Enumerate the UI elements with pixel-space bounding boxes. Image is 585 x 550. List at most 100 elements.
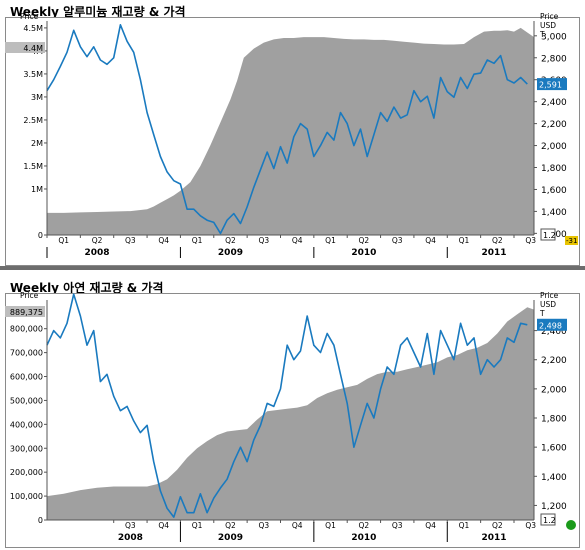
left-current-value-tag: 889,375 xyxy=(5,306,45,317)
quarter-label: Q3 xyxy=(525,521,536,530)
right-current-tag-text: 2,498 xyxy=(539,321,562,330)
right-axis-label: Price xyxy=(540,12,559,21)
quarter-label: Q1 xyxy=(459,236,470,245)
quarter-label: Q4 xyxy=(158,236,169,245)
quarter-label: Q4 xyxy=(292,521,303,530)
quarter-label: Q4 xyxy=(425,521,436,530)
quarter-label: Q2 xyxy=(92,236,103,245)
left-current-tag-bg xyxy=(5,306,45,317)
left-current-tag-bg xyxy=(5,42,45,53)
quarter-label: Q3 xyxy=(125,236,136,245)
year-label: 2010 xyxy=(351,248,376,258)
left-current-value-tag: 4.4M xyxy=(5,42,45,53)
right-tick-label: 1,400 xyxy=(541,473,567,483)
right-bottom-tag-text: 1.2 xyxy=(543,231,556,240)
right-current-tag-bg xyxy=(537,318,567,331)
right-tick-label: 1,800 xyxy=(541,415,567,425)
right-current-value-tag: 2,591 xyxy=(537,78,567,91)
inventory-area-series xyxy=(47,307,534,520)
right-axis-label: Price xyxy=(540,291,559,300)
right-bottom-tag-bg xyxy=(540,228,556,241)
year-label: 2009 xyxy=(218,248,243,258)
status-dot xyxy=(566,520,576,530)
right-tick-label: 2,200 xyxy=(541,356,567,366)
left-axis-label: Price xyxy=(20,12,39,21)
inventory-area-series xyxy=(47,27,534,236)
left-tick-label: 0 xyxy=(38,231,43,240)
aluminum-chart: Price01M1.5M2M2.5M3M3.5M4M4.5M4.4MPriceU… xyxy=(5,12,578,258)
year-label: 2009 xyxy=(218,533,243,543)
right-tick-label: 1,800 xyxy=(541,164,567,174)
right-tick-label: 2,000 xyxy=(541,142,567,152)
left-tick-label: 100,000 xyxy=(10,492,43,501)
quarter-label: Q2 xyxy=(359,521,370,530)
quarter-label: Q1 xyxy=(192,236,203,245)
chart-title: Weekly 알루미늄 재고량 & 가격 xyxy=(10,5,186,19)
right-tick-label: 2,400 xyxy=(541,98,567,108)
right-tick-label: 1,400 xyxy=(541,208,567,218)
quarter-label: Q2 xyxy=(492,521,503,530)
left-tick-label: 800,000 xyxy=(10,325,43,334)
right-tick-label: 2,000 xyxy=(541,385,567,395)
quarter-label: Q3 xyxy=(525,236,536,245)
right-tick-label: 1,600 xyxy=(541,444,567,454)
panel-divider xyxy=(0,266,585,270)
left-tick-label: 3M xyxy=(31,93,43,102)
price-line-series xyxy=(46,24,528,235)
left-tick-label: 600,000 xyxy=(10,373,43,382)
left-tick-label: 4.5M xyxy=(23,24,43,33)
corner-tag-bg xyxy=(565,236,578,245)
year-label: 2010 xyxy=(351,533,376,543)
quarter-label: Q2 xyxy=(225,236,236,245)
quarter-label: Q3 xyxy=(392,236,403,245)
quarter-label: Q1 xyxy=(325,521,336,530)
left-tick-label: 2.5M xyxy=(23,116,43,125)
left-tick-label: 0 xyxy=(38,516,43,525)
chart-panel-aluminum: Weekly 알루미늄 재고량 & 가격 Price 0 1M 1.5M 2M 2.5M 3… xyxy=(0,0,585,266)
year-label: 2008 xyxy=(85,248,110,258)
quarter-label: Q3 xyxy=(125,521,136,530)
right-tick-label: 1,200 xyxy=(541,502,567,512)
quarter-label: Q3 xyxy=(258,236,269,245)
left-current-tag-text: 889,375 xyxy=(10,308,43,317)
right-tick-label: 2,800 xyxy=(541,54,567,64)
quarter-label: Q1 xyxy=(459,521,470,530)
chart-title: Weekly 아연 재고량 & 가격 xyxy=(10,281,164,295)
quarter-label: Q4 xyxy=(158,521,169,530)
quarter-label: Q2 xyxy=(225,521,236,530)
right-tick-label: 2,200 xyxy=(541,120,567,130)
right-axis-unit-per: T xyxy=(539,30,545,39)
left-tick-label: 200,000 xyxy=(10,468,43,477)
right-bottom-tag-bg xyxy=(540,513,556,526)
corner-tag: -31 xyxy=(565,236,578,245)
right-bottom-tag-text: 1.2 xyxy=(543,516,556,525)
chart-panel-zinc: Weekly 아연 재고량 & 가격 Price 0 100,000 200,000 3… xyxy=(0,270,585,550)
left-tick-label: 300,000 xyxy=(10,444,43,453)
corner-tag-text: -31 xyxy=(566,237,577,245)
year-label: 2011 xyxy=(481,533,506,543)
right-current-tag-text: 2,591 xyxy=(539,81,562,90)
left-tick-label: 400,000 xyxy=(10,420,43,429)
zinc-chart: Price 0 100,000 200,000 300,000 400,000 500,00… xyxy=(5,291,576,543)
quarter-label: Q1 xyxy=(58,236,69,245)
quarter-label: Q4 xyxy=(425,236,436,245)
left-tick-label: 2M xyxy=(31,139,43,148)
left-tick-label: 1.5M xyxy=(23,162,43,171)
right-bottom-tag: 1.2 xyxy=(540,513,556,526)
price-line-series xyxy=(46,293,528,518)
right-axis-unit-per: T xyxy=(539,309,545,318)
left-tick-label: 500,000 xyxy=(10,396,43,405)
quarter-label: Q3 xyxy=(258,521,269,530)
right-bottom-tag: 1.2 xyxy=(540,228,556,241)
year-label: 2011 xyxy=(481,248,506,258)
left-tick-label: 700,000 xyxy=(10,349,43,358)
quarter-label: Q1 xyxy=(325,236,336,245)
right-axis-unit: USD xyxy=(540,300,556,309)
quarter-label: Q1 xyxy=(192,521,203,530)
left-tick-label: 3.5M xyxy=(23,70,43,79)
left-axis-label: Price xyxy=(20,291,39,300)
right-tick-label: 1,600 xyxy=(541,186,567,196)
quarter-label: Q4 xyxy=(292,236,303,245)
right-tick-label: 3,000 xyxy=(541,32,567,42)
right-current-tag-bg xyxy=(537,78,567,91)
